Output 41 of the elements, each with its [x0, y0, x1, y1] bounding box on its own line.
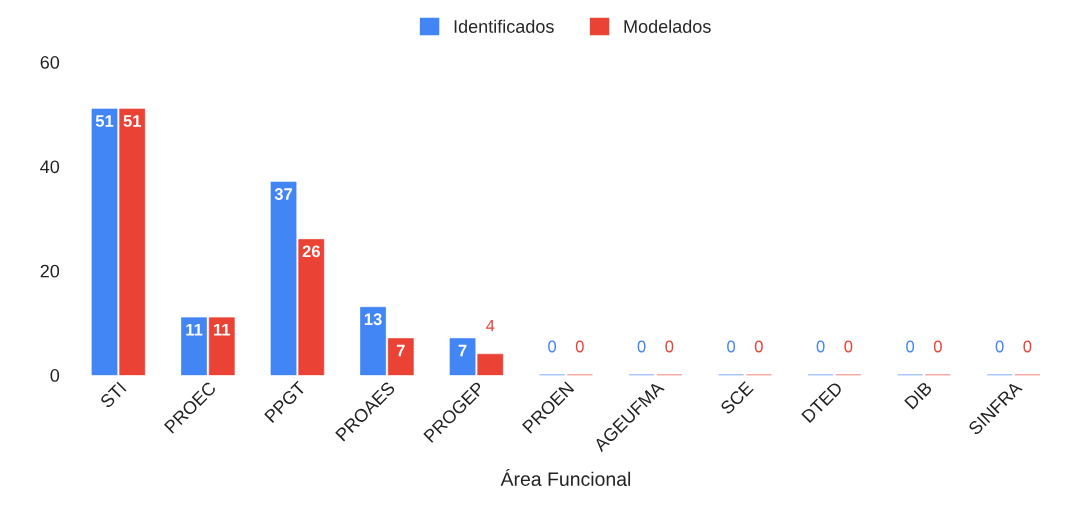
- data-label: 11: [214, 323, 231, 336]
- data-label: 0: [844, 340, 853, 353]
- bar: [387, 338, 414, 376]
- bar: [360, 306, 386, 376]
- y-tick-label: 40: [40, 160, 60, 174]
- data-label: 0: [995, 340, 1004, 353]
- y-tick-label: 20: [40, 264, 60, 278]
- data-label: 4: [486, 319, 495, 332]
- x-tick-label: STI: [99, 381, 127, 409]
- bar: [208, 317, 235, 376]
- data-label: 11: [186, 323, 203, 336]
- x-axis-title: Área Funcional: [500, 468, 631, 486]
- data-label: 26: [302, 245, 320, 258]
- data-label: 0: [1023, 340, 1032, 353]
- bar: [449, 338, 476, 376]
- bar: [270, 181, 297, 376]
- bar: [298, 239, 325, 376]
- x-tick-label: DIB: [904, 381, 933, 410]
- legend-label: Modelados: [624, 19, 711, 33]
- data-label: 51: [123, 115, 142, 127]
- data-label: 0: [754, 340, 763, 353]
- data-label: 37: [274, 188, 293, 200]
- data-label: 0: [906, 340, 915, 353]
- y-tick-label: 0: [50, 369, 60, 382]
- data-label: 0: [727, 340, 736, 353]
- data-label: 0: [637, 340, 646, 353]
- data-label: 7: [396, 344, 405, 357]
- data-label: 0: [575, 340, 584, 353]
- y-tick-label: 60: [40, 56, 60, 69]
- data-label: 7: [458, 344, 467, 357]
- bar: [91, 108, 118, 376]
- data-label: 13: [364, 313, 382, 326]
- data-label: 0: [548, 340, 557, 353]
- bar: [119, 108, 146, 376]
- legend-label: Identificados: [454, 19, 554, 33]
- bar: [181, 317, 207, 376]
- data-label: 0: [816, 340, 825, 353]
- data-label: 51: [95, 115, 114, 127]
- data-label: 0: [933, 340, 942, 353]
- data-label: 0: [665, 340, 674, 353]
- bar: [477, 353, 504, 376]
